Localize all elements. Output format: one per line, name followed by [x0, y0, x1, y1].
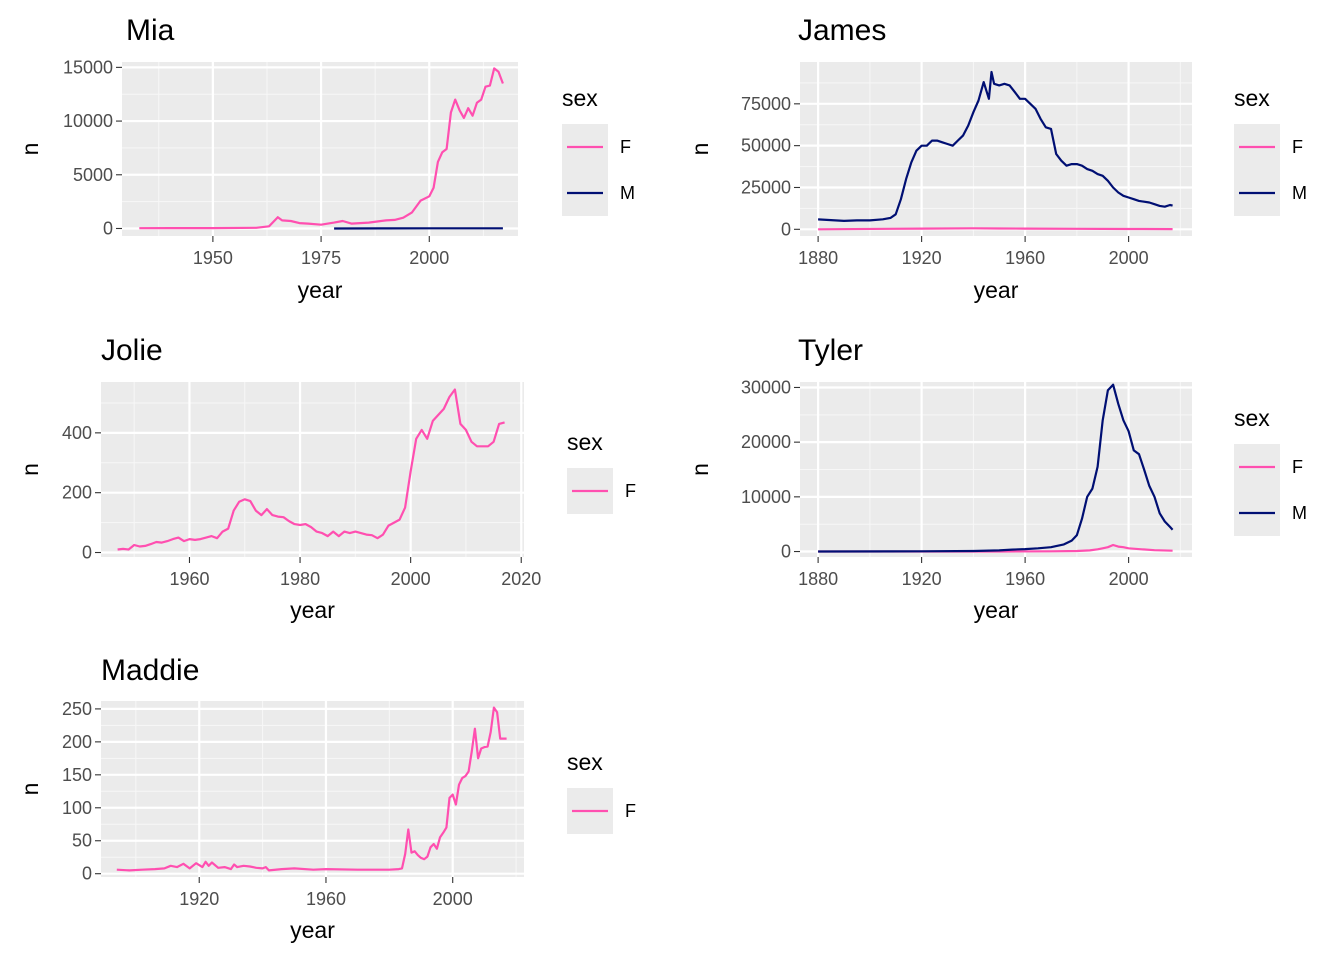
- series-line-f: [139, 67, 504, 230]
- y-tick-label: 200: [62, 732, 92, 752]
- y-tick-label: 0: [82, 543, 92, 563]
- x-tick-label: 1880: [798, 569, 838, 589]
- x-tick-label: 2000: [391, 569, 431, 589]
- panel-tyler: 1880 1920 1960 20000100002000030000Tyleryea…: [687, 334, 1307, 623]
- legend-label-f: F: [625, 481, 636, 501]
- y-tick-label: 200: [62, 483, 92, 503]
- x-tick-label: 2000: [1109, 569, 1149, 589]
- y-tick-label: 400: [62, 423, 92, 443]
- legend-label-f: F: [1292, 457, 1303, 477]
- legend: sex F: [567, 749, 636, 834]
- x-tick-label: 1920: [179, 889, 219, 909]
- y-tick-label: 10000: [63, 111, 113, 131]
- legend: sex F M: [1234, 405, 1307, 536]
- chart-title: Tyler: [798, 334, 863, 367]
- series-line-f: [116, 706, 507, 872]
- x-tick-label: 2020: [501, 569, 541, 589]
- legend-label-f: F: [620, 137, 631, 157]
- x-axis-title: year: [974, 277, 1019, 303]
- legend-title: sex: [562, 85, 598, 111]
- x-axis-title: year: [974, 597, 1019, 623]
- y-axis-title: n: [17, 463, 43, 476]
- legend-title: sex: [567, 429, 603, 455]
- y-tick-label: 0: [103, 218, 113, 238]
- y-tick-label: 30000: [741, 377, 791, 397]
- panel-background: [800, 62, 1192, 236]
- x-tick-label: 1960: [169, 569, 209, 589]
- x-tick-label: 2000: [433, 889, 473, 909]
- x-tick-label: 1960: [306, 889, 346, 909]
- panel-maddie: 1920 1960 2000 0 50 100 150 200 250 Maddie year n se…: [17, 654, 636, 943]
- y-tick-label: 25000: [741, 177, 791, 197]
- y-tick-label: 5000: [73, 165, 113, 185]
- chart-title: Maddie: [101, 654, 199, 687]
- chart-title: James: [798, 14, 886, 47]
- legend-title: sex: [1234, 85, 1270, 111]
- y-tick-label: 50: [72, 831, 92, 851]
- y-axis-title: n: [17, 143, 43, 156]
- legend-title: sex: [1234, 405, 1270, 431]
- y-tick-label: 50000: [741, 136, 791, 156]
- legend: sex F M: [562, 85, 635, 216]
- y-tick-label: 0: [781, 219, 791, 239]
- y-tick-label: 0: [82, 864, 92, 884]
- x-tick-label: 1975: [301, 248, 341, 268]
- chart-title: Jolie: [101, 334, 163, 367]
- panel-mia: 1950 1975 2000 0 5000 10000 15000 Mia year n sex F M: [17, 14, 635, 303]
- series-line-m: [818, 70, 1173, 222]
- legend-label-f: F: [1292, 137, 1303, 157]
- y-tick-label: 250: [62, 699, 92, 719]
- legend-title: sex: [567, 749, 603, 775]
- x-tick-label: 1960: [1005, 569, 1045, 589]
- x-tick-label: 1920: [902, 569, 942, 589]
- x-tick-label: 1960: [1005, 248, 1045, 268]
- legend-label-f: F: [625, 801, 636, 821]
- x-tick-label: 2000: [409, 248, 449, 268]
- series-line-m: [818, 383, 1174, 553]
- y-axis-title: n: [17, 783, 43, 796]
- series-line-f: [818, 227, 1173, 231]
- y-tick-label: 20000: [741, 432, 791, 452]
- legend: sex F: [567, 429, 636, 514]
- chart-title: Mia: [126, 14, 175, 47]
- legend: sex F M: [1234, 85, 1307, 216]
- y-axis-title: n: [687, 143, 713, 156]
- x-tick-label: 2000: [1109, 248, 1149, 268]
- panel-background: [101, 382, 524, 557]
- x-tick-label: 1980: [280, 569, 320, 589]
- x-axis-title: year: [290, 597, 335, 623]
- series-line-f: [818, 543, 1173, 553]
- x-tick-label: 1920: [902, 248, 942, 268]
- legend-label-m: M: [1292, 503, 1307, 523]
- y-tick-label: 10000: [741, 487, 791, 507]
- y-tick-label: 100: [62, 798, 92, 818]
- series-line-f: [117, 388, 505, 551]
- y-tick-label: 75000: [741, 94, 791, 114]
- x-axis-title: year: [290, 917, 335, 943]
- y-tick-label: 150: [62, 765, 92, 785]
- y-tick-label: 0: [781, 542, 791, 562]
- panel-jolie: 1960 1980 2000 2020 0 200 400 Jolie year n sex F: [17, 334, 636, 623]
- legend-label-m: M: [620, 183, 635, 203]
- y-axis-title: n: [687, 463, 713, 476]
- panel-james: 1880 1920 1960 2000 0 25000 50000 75000 James yea…: [687, 14, 1307, 303]
- panel-background: [101, 701, 524, 877]
- x-axis-title: year: [298, 277, 343, 303]
- x-tick-label: 1950: [193, 248, 233, 268]
- x-tick-label: 1880: [798, 248, 838, 268]
- legend-label-m: M: [1292, 183, 1307, 203]
- y-tick-label: 15000: [63, 57, 113, 77]
